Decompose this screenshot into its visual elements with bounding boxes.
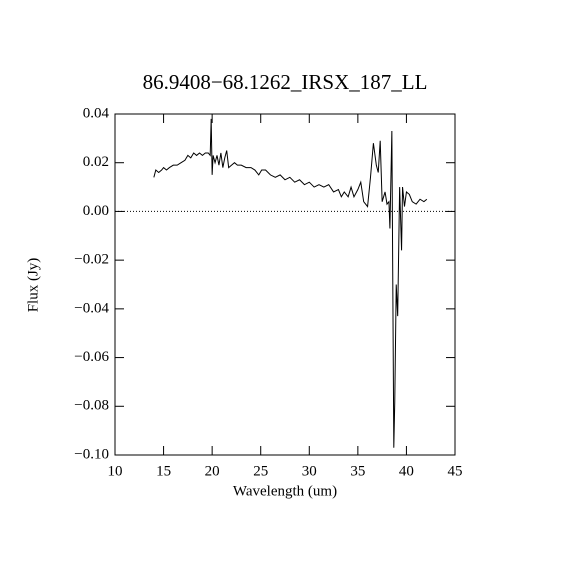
x-tick-label: 20 <box>205 463 220 479</box>
y-tick-label: −0.04 <box>74 300 109 316</box>
chart-title: 86.9408−68.1262_IRSX_187_LL <box>143 70 428 94</box>
x-tick-label: 30 <box>302 463 317 479</box>
y-tick-label: −0.10 <box>74 446 109 462</box>
x-tick-label: 25 <box>253 463 268 479</box>
x-tick-label: 45 <box>448 463 463 479</box>
y-tick-label: −0.06 <box>74 349 109 365</box>
x-tick-label: 40 <box>399 463 414 479</box>
spectrum-line <box>153 118 428 448</box>
y-axis-label: Flux (Jy) <box>25 258 41 313</box>
y-tick-label: −0.02 <box>74 252 109 268</box>
y-tick-label: 0.02 <box>83 154 109 170</box>
x-tick-label: 35 <box>350 463 365 479</box>
x-axis-label: Wavelength (um) <box>233 483 337 499</box>
plot-frame <box>114 113 456 456</box>
y-tick-label: 0.00 <box>83 203 109 219</box>
y-tick-label: −0.08 <box>74 398 109 414</box>
x-tick-label: 15 <box>156 463 171 479</box>
x-tick-label: 10 <box>108 463 123 479</box>
y-tick-label: 0.04 <box>83 105 110 121</box>
